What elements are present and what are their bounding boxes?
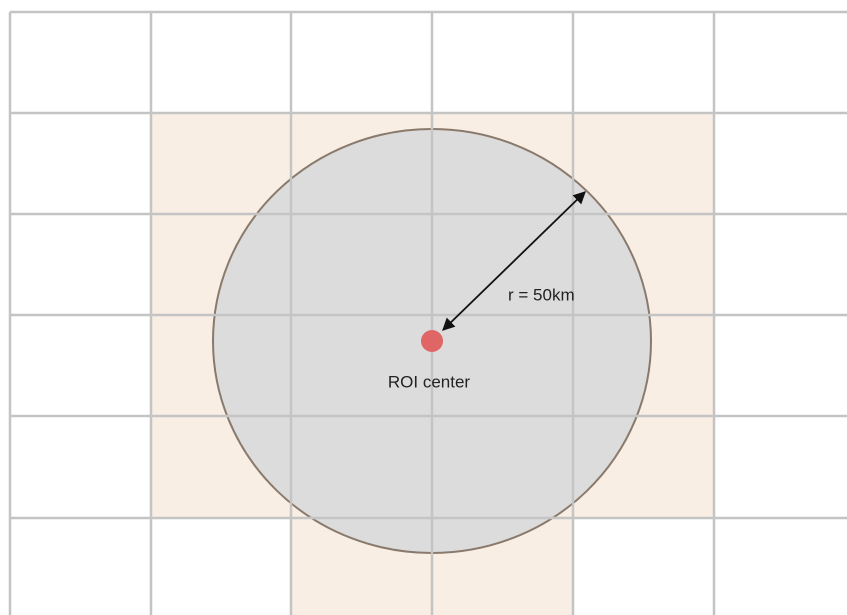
radius-label: r = 50km bbox=[508, 285, 575, 304]
center-label: ROI center bbox=[388, 372, 471, 391]
radius-arrow bbox=[442, 191, 586, 331]
roi-center-dot bbox=[421, 330, 443, 352]
